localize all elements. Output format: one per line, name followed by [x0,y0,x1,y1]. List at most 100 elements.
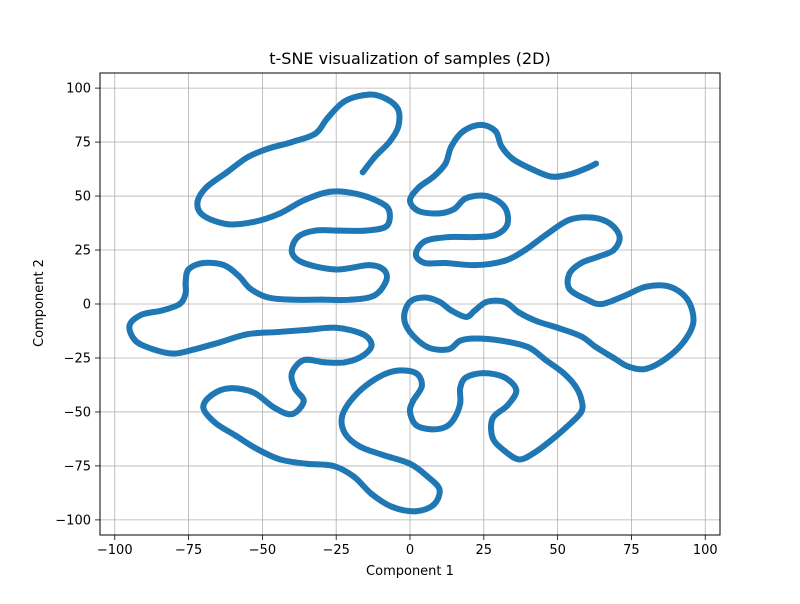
scatter-point [480,370,487,377]
scatter-point [300,398,307,405]
scatter-point [572,383,579,390]
scatter-point [492,231,499,238]
scatter-point [436,210,443,217]
scatter-point [407,298,413,305]
scatter-point [300,357,307,364]
y-tick-label: 75 [74,136,91,151]
scatter-point [415,184,422,191]
scatter-point [244,154,251,161]
y-axis-label: Component 2 [32,259,47,347]
scatter-point [457,385,464,392]
scatter-point [383,95,390,102]
scatter-point [407,197,413,204]
scatter-point [531,167,537,174]
scatter-point [277,210,284,217]
scatter-point [516,309,523,316]
axis-ticks: −100 −75 −50 −25 0 25 50 75 100 −100 −75 −50 −25 0 25 5… [55,82,717,558]
scatter-point [442,259,449,266]
scatter-point [531,449,537,456]
scatter-point [501,257,508,264]
scatter-point [525,344,532,351]
x-tick-label: 75 [623,543,640,558]
scatter-point [460,128,467,135]
scatter-point [288,139,295,146]
scatter-point [170,350,177,357]
scatter-point [244,331,251,338]
scatter-point [291,385,298,392]
scatter-point [330,462,337,469]
scatter-point [386,208,393,215]
scatter-point [212,419,219,426]
scatter-point [463,313,470,320]
data-series [126,91,697,515]
scatter-point [274,329,281,336]
scatter-point [436,298,443,305]
scatter-point [380,266,387,273]
scatter-point [324,115,331,122]
scatter-point [663,354,670,361]
scatter-point [288,370,295,377]
x-tick-label: −100 [97,543,133,558]
scatter-point [401,313,408,320]
scatter-point [339,413,346,420]
scatter-point [471,307,478,314]
scatter-point [185,266,192,273]
scatter-point [392,367,399,374]
scatter-point [383,223,390,230]
scatter-point [590,214,597,221]
scatter-point [336,227,343,234]
scatter-point [365,91,372,98]
y-tick-label: −75 [64,459,91,474]
scatter-point [643,365,650,372]
scatter-point [182,290,189,297]
scatter-point [593,344,599,351]
scatter-point [342,359,349,366]
scatter-point [209,391,216,398]
scatter-point [176,301,183,307]
scatter-point [477,121,484,128]
scatter-point [471,262,478,269]
scatter-point [566,285,573,292]
scatter-point [159,307,165,314]
scatter-point [223,221,230,228]
scatter-point [436,486,443,493]
scatter-point [684,296,691,303]
scatter-point [221,262,227,269]
scatter-point [593,160,599,167]
scatter-point [359,331,366,338]
scatter-point [412,251,419,258]
scatter-point [501,298,508,305]
scatter-point [235,272,242,279]
scatter-point [666,283,673,290]
scatter-point [265,294,272,301]
scatter-point [383,277,390,284]
scatter-point [424,344,431,351]
scatter-point [501,447,508,454]
scatter-point [303,460,310,467]
scatter-point [430,173,437,180]
scatter-point [312,227,319,234]
scatter-point [445,234,452,241]
scatter-point [598,301,605,307]
scatter-point [247,285,254,292]
scatter-point [412,508,419,515]
scatter-point [504,402,511,409]
scatter-point [610,354,617,361]
scatter-point [584,296,591,303]
scatter-point [463,374,470,381]
y-tick-label: 25 [74,244,91,259]
scatter-point [510,156,517,163]
scatter-point [448,307,455,314]
scatter-point [542,231,549,238]
scatter-point [288,249,295,256]
scatter-point [395,106,402,113]
scatter-point [300,259,307,266]
scatter-point [359,352,366,359]
scatter-point [445,346,452,353]
scatter-point [442,424,449,431]
scatter-point [501,374,508,381]
scatter-point [584,164,591,171]
scatter-point [303,326,310,333]
scatter-point [200,259,207,266]
scatter-point [578,333,585,340]
